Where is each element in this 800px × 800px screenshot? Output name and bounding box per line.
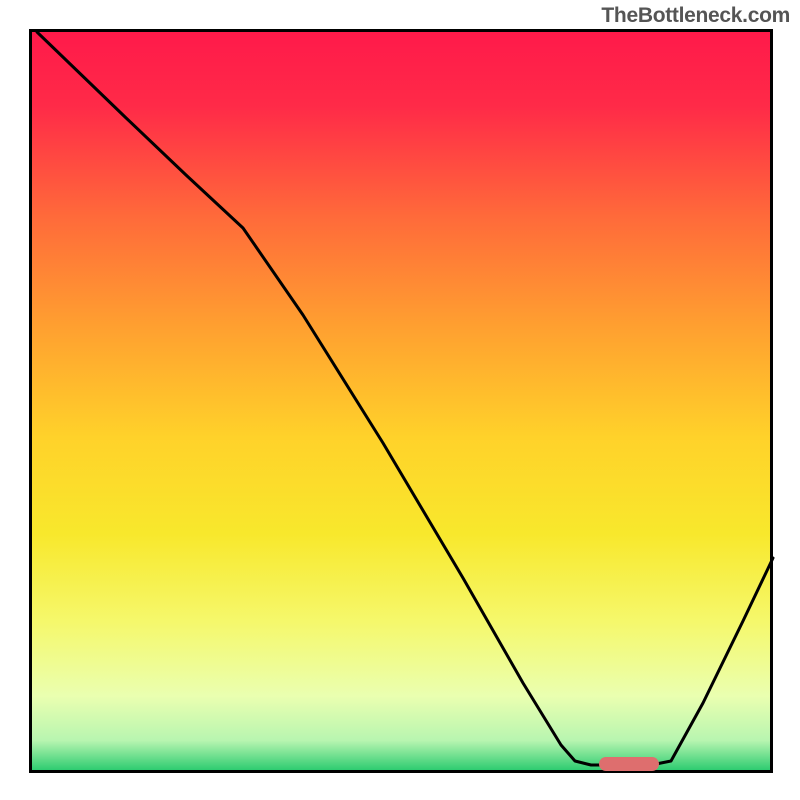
optimum-marker xyxy=(599,757,659,771)
watermark-text: TheBottleneck.com xyxy=(601,4,790,28)
chart-frame xyxy=(29,29,773,773)
chart-curve-svg xyxy=(32,32,776,776)
